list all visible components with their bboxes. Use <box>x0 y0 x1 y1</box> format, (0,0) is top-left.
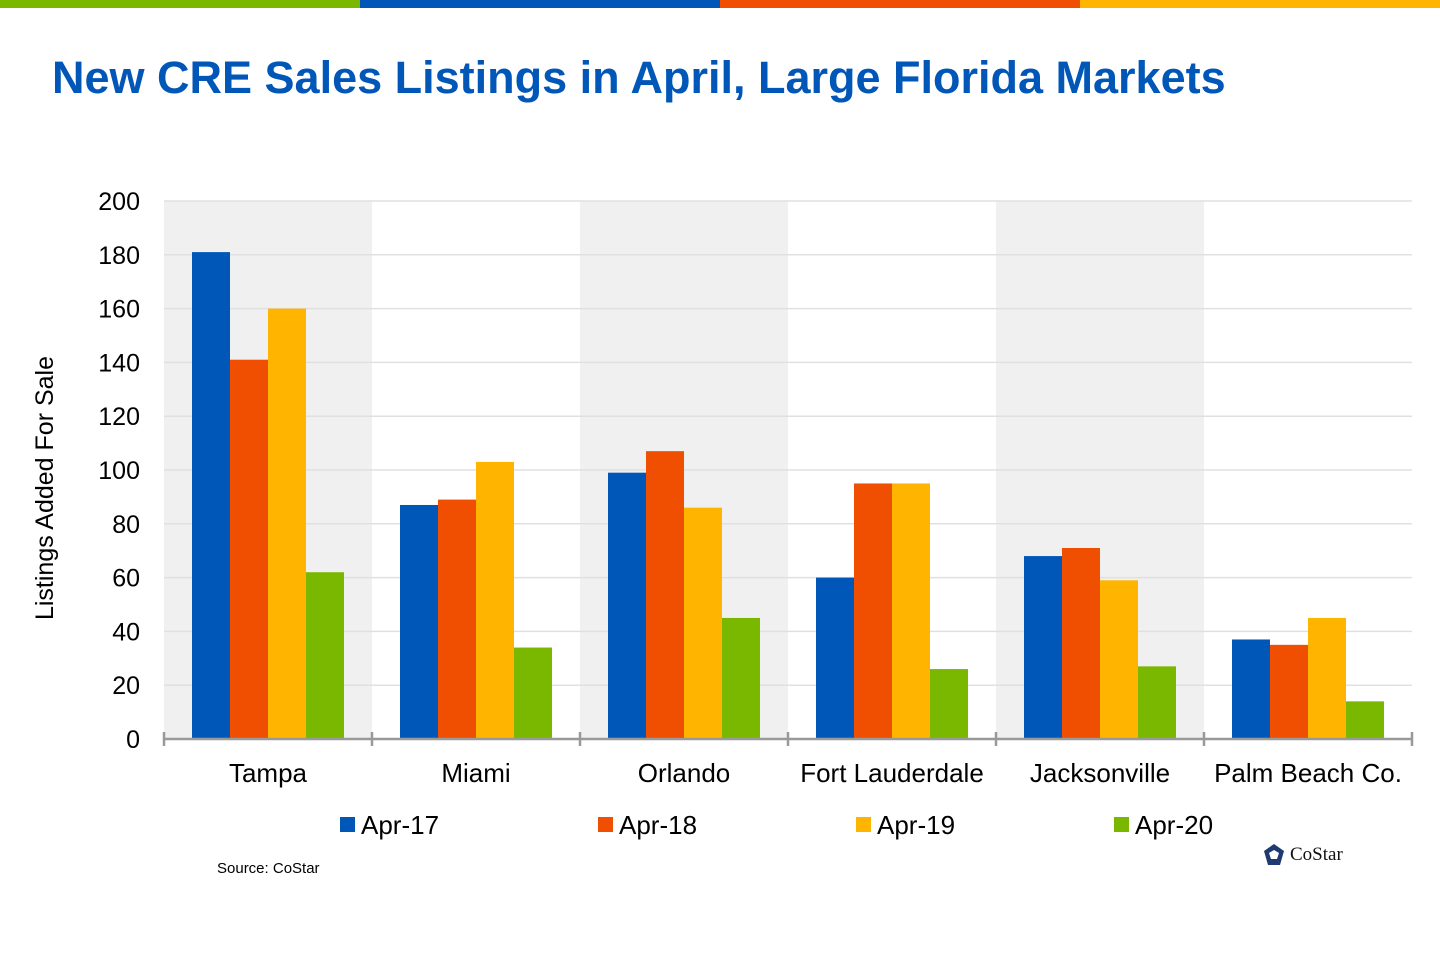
y-tick-label: 80 <box>112 511 140 539</box>
y-tick-label: 200 <box>98 188 140 216</box>
legend-label: Apr-19 <box>877 810 955 840</box>
y-axis-label: Listings Added For Sale <box>31 356 59 620</box>
legend-label: Apr-17 <box>361 810 439 840</box>
bar-apr-19-miami <box>476 461 514 739</box>
page-title: New CRE Sales Listings in April, Large F… <box>52 52 1226 103</box>
source-note: Source: CoStar <box>217 860 320 877</box>
y-tick-label: 20 <box>112 672 140 700</box>
bar-apr-18-orlando <box>646 451 684 739</box>
top-stripe-orange <box>720 0 1080 8</box>
bar-apr-19-orlando <box>684 507 722 739</box>
x-tick-label: Tampa <box>229 758 308 788</box>
bar-apr-20-tampa <box>306 572 344 739</box>
bar-apr-18-tampa <box>230 359 268 739</box>
bar-apr-18-jacksonville <box>1062 548 1100 739</box>
x-tick-label: Jacksonville <box>1030 758 1170 788</box>
bar-apr-17-palm-beach-co- <box>1232 639 1270 739</box>
bar-apr-18-fort-lauderdale <box>854 483 892 739</box>
bar-apr-20-fort-lauderdale <box>930 669 968 739</box>
y-tick-label: 140 <box>98 349 140 377</box>
bar-apr-17-jacksonville <box>1024 556 1062 739</box>
costar-logo: CoStar <box>1262 843 1343 867</box>
bar-apr-19-palm-beach-co- <box>1308 617 1346 739</box>
bar-apr-19-fort-lauderdale <box>892 483 930 739</box>
bar-apr-17-fort-lauderdale <box>816 577 854 739</box>
bar-apr-20-jacksonville <box>1138 666 1176 739</box>
x-tick-label: Miami <box>441 758 510 788</box>
x-tick-label: Palm Beach Co. <box>1214 758 1402 788</box>
bar-apr-19-jacksonville <box>1100 580 1138 739</box>
bar-apr-17-orlando <box>608 472 646 739</box>
x-tick-label: Orlando <box>638 758 731 788</box>
legend-label: Apr-18 <box>619 810 697 840</box>
legend-swatch <box>856 817 871 832</box>
y-tick-label: 100 <box>98 457 140 485</box>
y-tick-label: 0 <box>126 726 140 754</box>
legend-swatch <box>1114 817 1129 832</box>
x-tick-label: Fort Lauderdale <box>800 758 984 788</box>
bar-apr-17-tampa <box>192 252 230 740</box>
bar-apr-20-miami <box>514 647 552 739</box>
costar-star-icon <box>1264 844 1284 865</box>
bar-apr-18-palm-beach-co- <box>1270 644 1308 739</box>
y-tick-label: 40 <box>112 618 140 646</box>
y-tick-label: 160 <box>98 296 140 324</box>
bar-apr-17-miami <box>400 504 438 739</box>
logo-text: CoStar <box>1290 844 1343 865</box>
bar-apr-20-palm-beach-co- <box>1346 701 1384 739</box>
y-tick-label: 60 <box>112 565 140 593</box>
legend-swatch <box>340 817 355 832</box>
top-stripe-green <box>0 0 360 8</box>
legend-swatch <box>598 817 613 832</box>
y-tick-label: 180 <box>98 242 140 270</box>
top-stripe-blue <box>360 0 720 8</box>
bar-apr-19-tampa <box>268 308 306 739</box>
bar-apr-20-orlando <box>722 617 760 739</box>
y-tick-label: 120 <box>98 403 140 431</box>
top-stripe-yellow <box>1080 0 1440 8</box>
bar-apr-18-miami <box>438 499 476 739</box>
legend-label: Apr-20 <box>1135 810 1213 840</box>
